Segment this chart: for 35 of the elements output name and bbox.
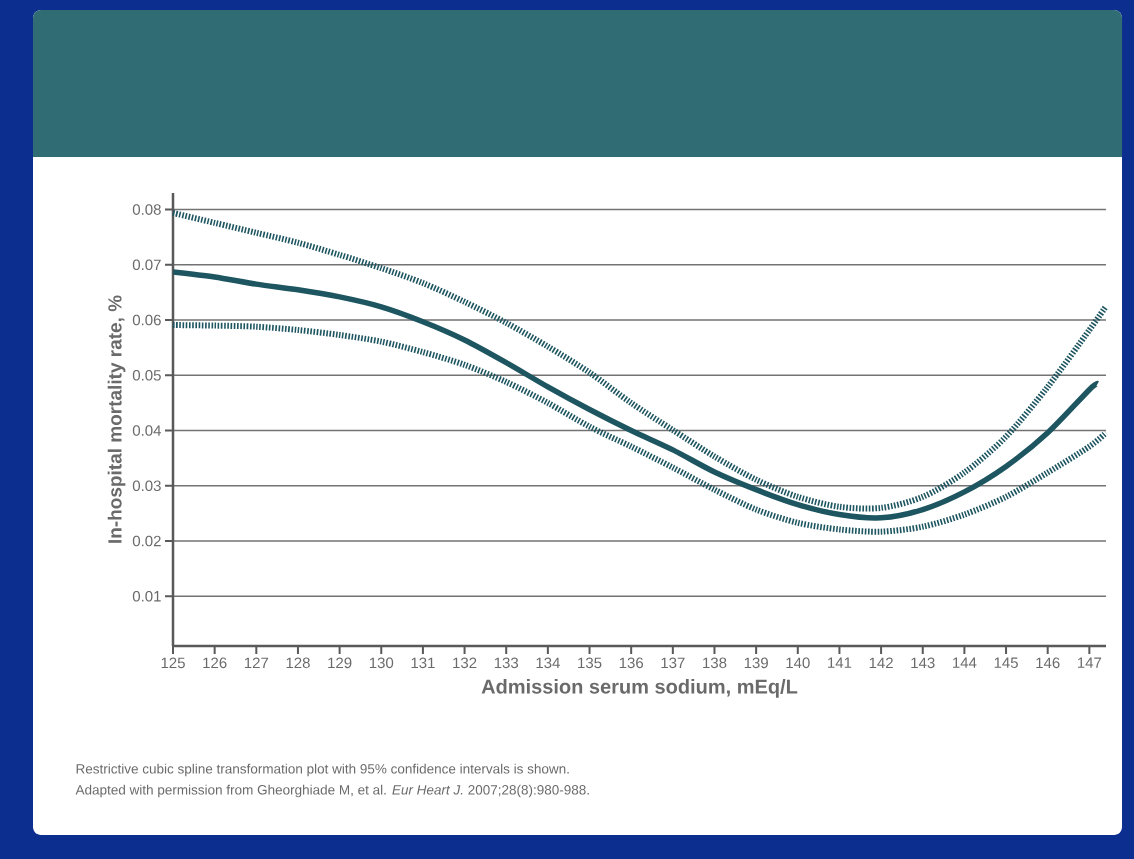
x-tick-label: 140 — [786, 657, 810, 669]
x-tick-label: 136 — [619, 657, 644, 669]
x-tick-label: 145 — [994, 657, 1018, 668]
x-tick-label: 127 — [244, 657, 269, 669]
y-tick-label: 0.05 — [132, 369, 161, 381]
x-tick-label: 130 — [369, 657, 394, 669]
x-tick-label: 135 — [578, 657, 602, 669]
x-tick-label: 126 — [203, 657, 227, 669]
x-tick-label: 132 — [453, 657, 477, 669]
y-tick-label: 0.08 — [132, 204, 161, 215]
x-tick-label: 146 — [1036, 657, 1060, 669]
x-tick-label: 147 — [1077, 657, 1102, 668]
y-tick-label: 0.04 — [132, 425, 162, 436]
x-tick-label: 141 — [828, 657, 852, 668]
x-tick-label: 144 — [953, 657, 977, 668]
y-tick-label: 0.01 — [132, 590, 161, 602]
x-tick-label: 138 — [703, 657, 727, 669]
x-tick-label: 128 — [286, 657, 310, 669]
x-tick-label: 131 — [411, 657, 435, 669]
x-axis-title: Admission serum sodium, mEq/L — [481, 679, 798, 698]
x-tick-label: 134 — [536, 657, 560, 669]
x-tick-label: 139 — [744, 657, 768, 669]
x-tick-label: 129 — [328, 657, 352, 669]
x-tick-label: 137 — [661, 657, 685, 669]
text: Restrictive cubic spline transformation plot with 95% confidence intervals is shown. — [76, 763, 569, 777]
y-tick-label: 0.02 — [132, 535, 161, 547]
x-tick-label: 133 — [494, 657, 519, 669]
y-tick-label: 0.07 — [132, 259, 161, 271]
y-tick-label: 0.03 — [132, 480, 161, 492]
text: Adapted with permission from Gheorghiade M, et al. Eur Heart J. 2007;28(8):980-988. — [75, 784, 589, 798]
x-tick-label: 143 — [911, 657, 935, 669]
y-axis-title: In-hospital mortality rate, % — [107, 295, 126, 543]
x-tick-label: 125 — [161, 657, 185, 669]
x-tick-label: 142 — [869, 657, 893, 669]
y-tick-label: 0.06 — [132, 314, 161, 326]
